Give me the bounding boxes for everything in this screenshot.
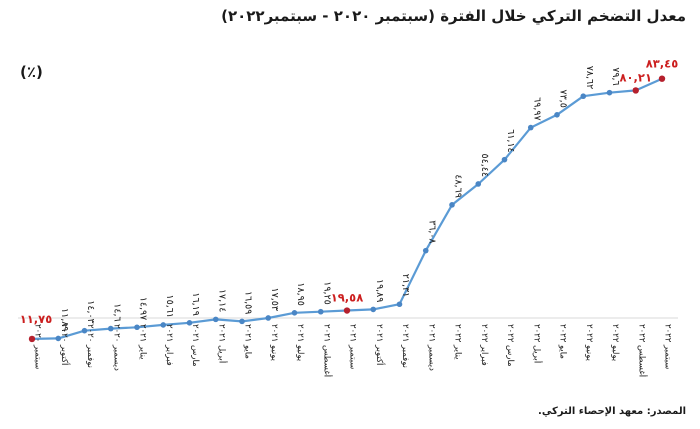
x-tick-label: يناير ٢٠٢١ bbox=[138, 324, 148, 360]
data-point bbox=[343, 307, 351, 314]
x-tick-label: نوفمبر ٢٠٢١ bbox=[400, 324, 410, 368]
data-label: ١٨,٩٥ bbox=[295, 282, 306, 305]
x-tick-label: يوليو ٢٠٢٢ bbox=[610, 324, 620, 362]
data-label: ١٧,٥٣ bbox=[269, 288, 280, 311]
data-point bbox=[186, 320, 193, 326]
data-label: ١٩,٥٨ bbox=[331, 291, 363, 305]
data-label: ٧٣,٥ bbox=[558, 89, 569, 107]
x-tick-label: مايو ٢٠٢٢ bbox=[558, 324, 568, 359]
x-tick-label: يوليو ٢٠٢١ bbox=[295, 324, 305, 362]
data-point bbox=[396, 301, 403, 308]
data-label: ٣٦,٠٨ bbox=[426, 220, 437, 243]
data-point bbox=[606, 89, 613, 96]
data-point bbox=[291, 310, 298, 316]
x-tick-label: أكتوبر ٢٠٢٠ bbox=[59, 324, 71, 365]
data-label: ١٦,٥٩ bbox=[243, 291, 254, 314]
x-tick-label: سبتمبر ٢٠٢٢ bbox=[663, 324, 673, 369]
data-label: ٦١,١٤ bbox=[505, 129, 516, 152]
data-label: ١٥,٦١ bbox=[164, 294, 175, 317]
data-label: ١١,٧٥ bbox=[20, 312, 52, 326]
source-note: المصدر: معهد الإحصاء التركي. bbox=[538, 406, 686, 417]
data-label: ١٤,٠٣ bbox=[85, 300, 96, 323]
data-label: ١٦,١٩ bbox=[190, 292, 201, 315]
x-tick-label: أغسطس ٢٠٢٢ bbox=[636, 324, 648, 377]
data-label: ١٩,٨٩ bbox=[374, 279, 385, 302]
data-label: ٨٠,٢١ bbox=[620, 70, 652, 84]
data-label: ٦٩,٩٧ bbox=[531, 97, 542, 120]
x-tick-label: أبريل ٢٠٢٢ bbox=[531, 324, 543, 363]
x-tick-label: مارس ٢٠٢١ bbox=[190, 324, 200, 367]
unit-label: (٪) bbox=[20, 63, 43, 81]
data-point bbox=[28, 335, 36, 343]
data-point bbox=[475, 181, 482, 187]
data-point bbox=[317, 308, 324, 315]
data-label: ٢١,٣١ bbox=[400, 274, 411, 297]
data-point bbox=[55, 335, 62, 342]
data-label: ٧٩,٦ bbox=[610, 67, 621, 85]
data-point bbox=[554, 111, 560, 118]
x-tick-label: مارس ٢٠٢٢ bbox=[505, 324, 515, 367]
data-label: ١٤,٩٧ bbox=[138, 297, 149, 320]
data-label: ١٤,٦ bbox=[111, 303, 122, 321]
data-point bbox=[107, 325, 114, 332]
x-tick-label: نوفمبر ٢٠٢٠ bbox=[85, 324, 95, 368]
data-point bbox=[422, 247, 429, 254]
data-point bbox=[449, 202, 455, 208]
x-tick-label: يونيو ٢٠٢١ bbox=[269, 324, 279, 362]
data-point bbox=[580, 93, 587, 100]
data-label: ٧٨,٦٢ bbox=[584, 66, 595, 89]
data-label: ١١,٨٩ bbox=[59, 308, 70, 331]
data-point bbox=[212, 316, 219, 323]
data-point bbox=[658, 75, 666, 82]
data-point bbox=[160, 322, 167, 328]
data-label: ١٧,١٤ bbox=[216, 289, 227, 312]
x-tick-label: يونيو ٢٠٢٢ bbox=[584, 324, 594, 362]
x-tick-label: أغسطس ٢٠٢١ bbox=[321, 324, 333, 377]
x-tick-label: فبراير ٢٠٢٢ bbox=[479, 324, 489, 366]
data-point bbox=[527, 124, 534, 131]
chart-title: معدل التضخم التركي خلال الفترة (سبتمبر ٢… bbox=[221, 7, 686, 25]
data-point bbox=[239, 318, 245, 325]
x-tick-label: سبتمبر ٢٠٢٠ bbox=[33, 324, 43, 369]
x-tick-label: ديسمبر ٢٠٢٠ bbox=[111, 324, 121, 371]
x-tick-label: فبراير ٢٠٢١ bbox=[164, 324, 174, 366]
data-point bbox=[632, 87, 639, 94]
data-point bbox=[501, 156, 508, 163]
x-tick-label: سبتمبر ٢٠٢١ bbox=[348, 324, 358, 369]
x-tick-label: أكتوبر ٢٠٢١ bbox=[374, 324, 386, 365]
x-tick-label: ديسمبر ٢٠٢١ bbox=[426, 324, 436, 371]
x-tick-label: يناير ٢٠٢٢ bbox=[453, 324, 463, 360]
x-tick-label: أبريل ٢٠٢١ bbox=[216, 324, 228, 363]
data-point bbox=[370, 306, 377, 313]
data-label: ١٩,٢٥ bbox=[321, 281, 332, 304]
data-point bbox=[265, 315, 272, 321]
data-label: ٥٤,٤٤ bbox=[479, 154, 490, 177]
data-point bbox=[81, 327, 88, 334]
data-label: ٨٣,٤٥ bbox=[646, 57, 678, 71]
data-label: ٤٨,٦٩ bbox=[453, 174, 464, 197]
x-tick-label: مايو ٢٠٢١ bbox=[243, 324, 253, 359]
data-point bbox=[134, 324, 140, 331]
